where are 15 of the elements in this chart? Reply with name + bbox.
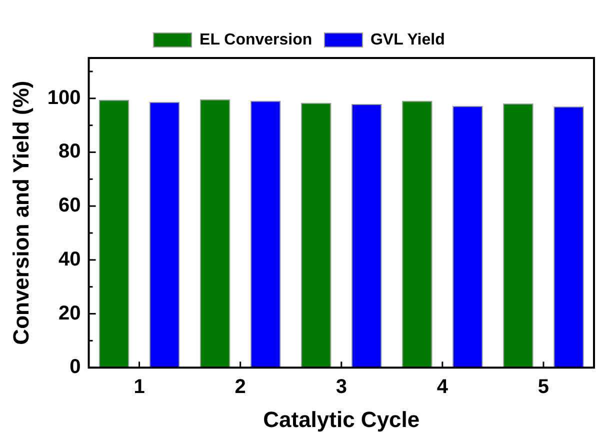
y-tick-label: 80	[58, 140, 81, 163]
legend-label: GVL Yield	[370, 31, 445, 48]
y-tick-label: 60	[58, 194, 81, 217]
x-tick-label: 1	[134, 376, 145, 398]
y-axis-title: Conversion and Yield (%)	[8, 80, 34, 345]
y-tick-label: 100	[47, 86, 81, 109]
x-axis-title: Catalytic Cycle	[263, 406, 420, 432]
y-tick-label: 20	[58, 302, 81, 324]
legend-label: EL Conversion	[200, 31, 312, 48]
y-tick-label: 0	[70, 356, 81, 378]
x-tick-label: 2	[234, 376, 246, 398]
y-tick-label: 40	[58, 248, 81, 270]
x-tick-label: 3	[336, 376, 347, 398]
x-tick-label: 5	[538, 376, 550, 398]
x-tick-label: 4	[436, 376, 449, 398]
